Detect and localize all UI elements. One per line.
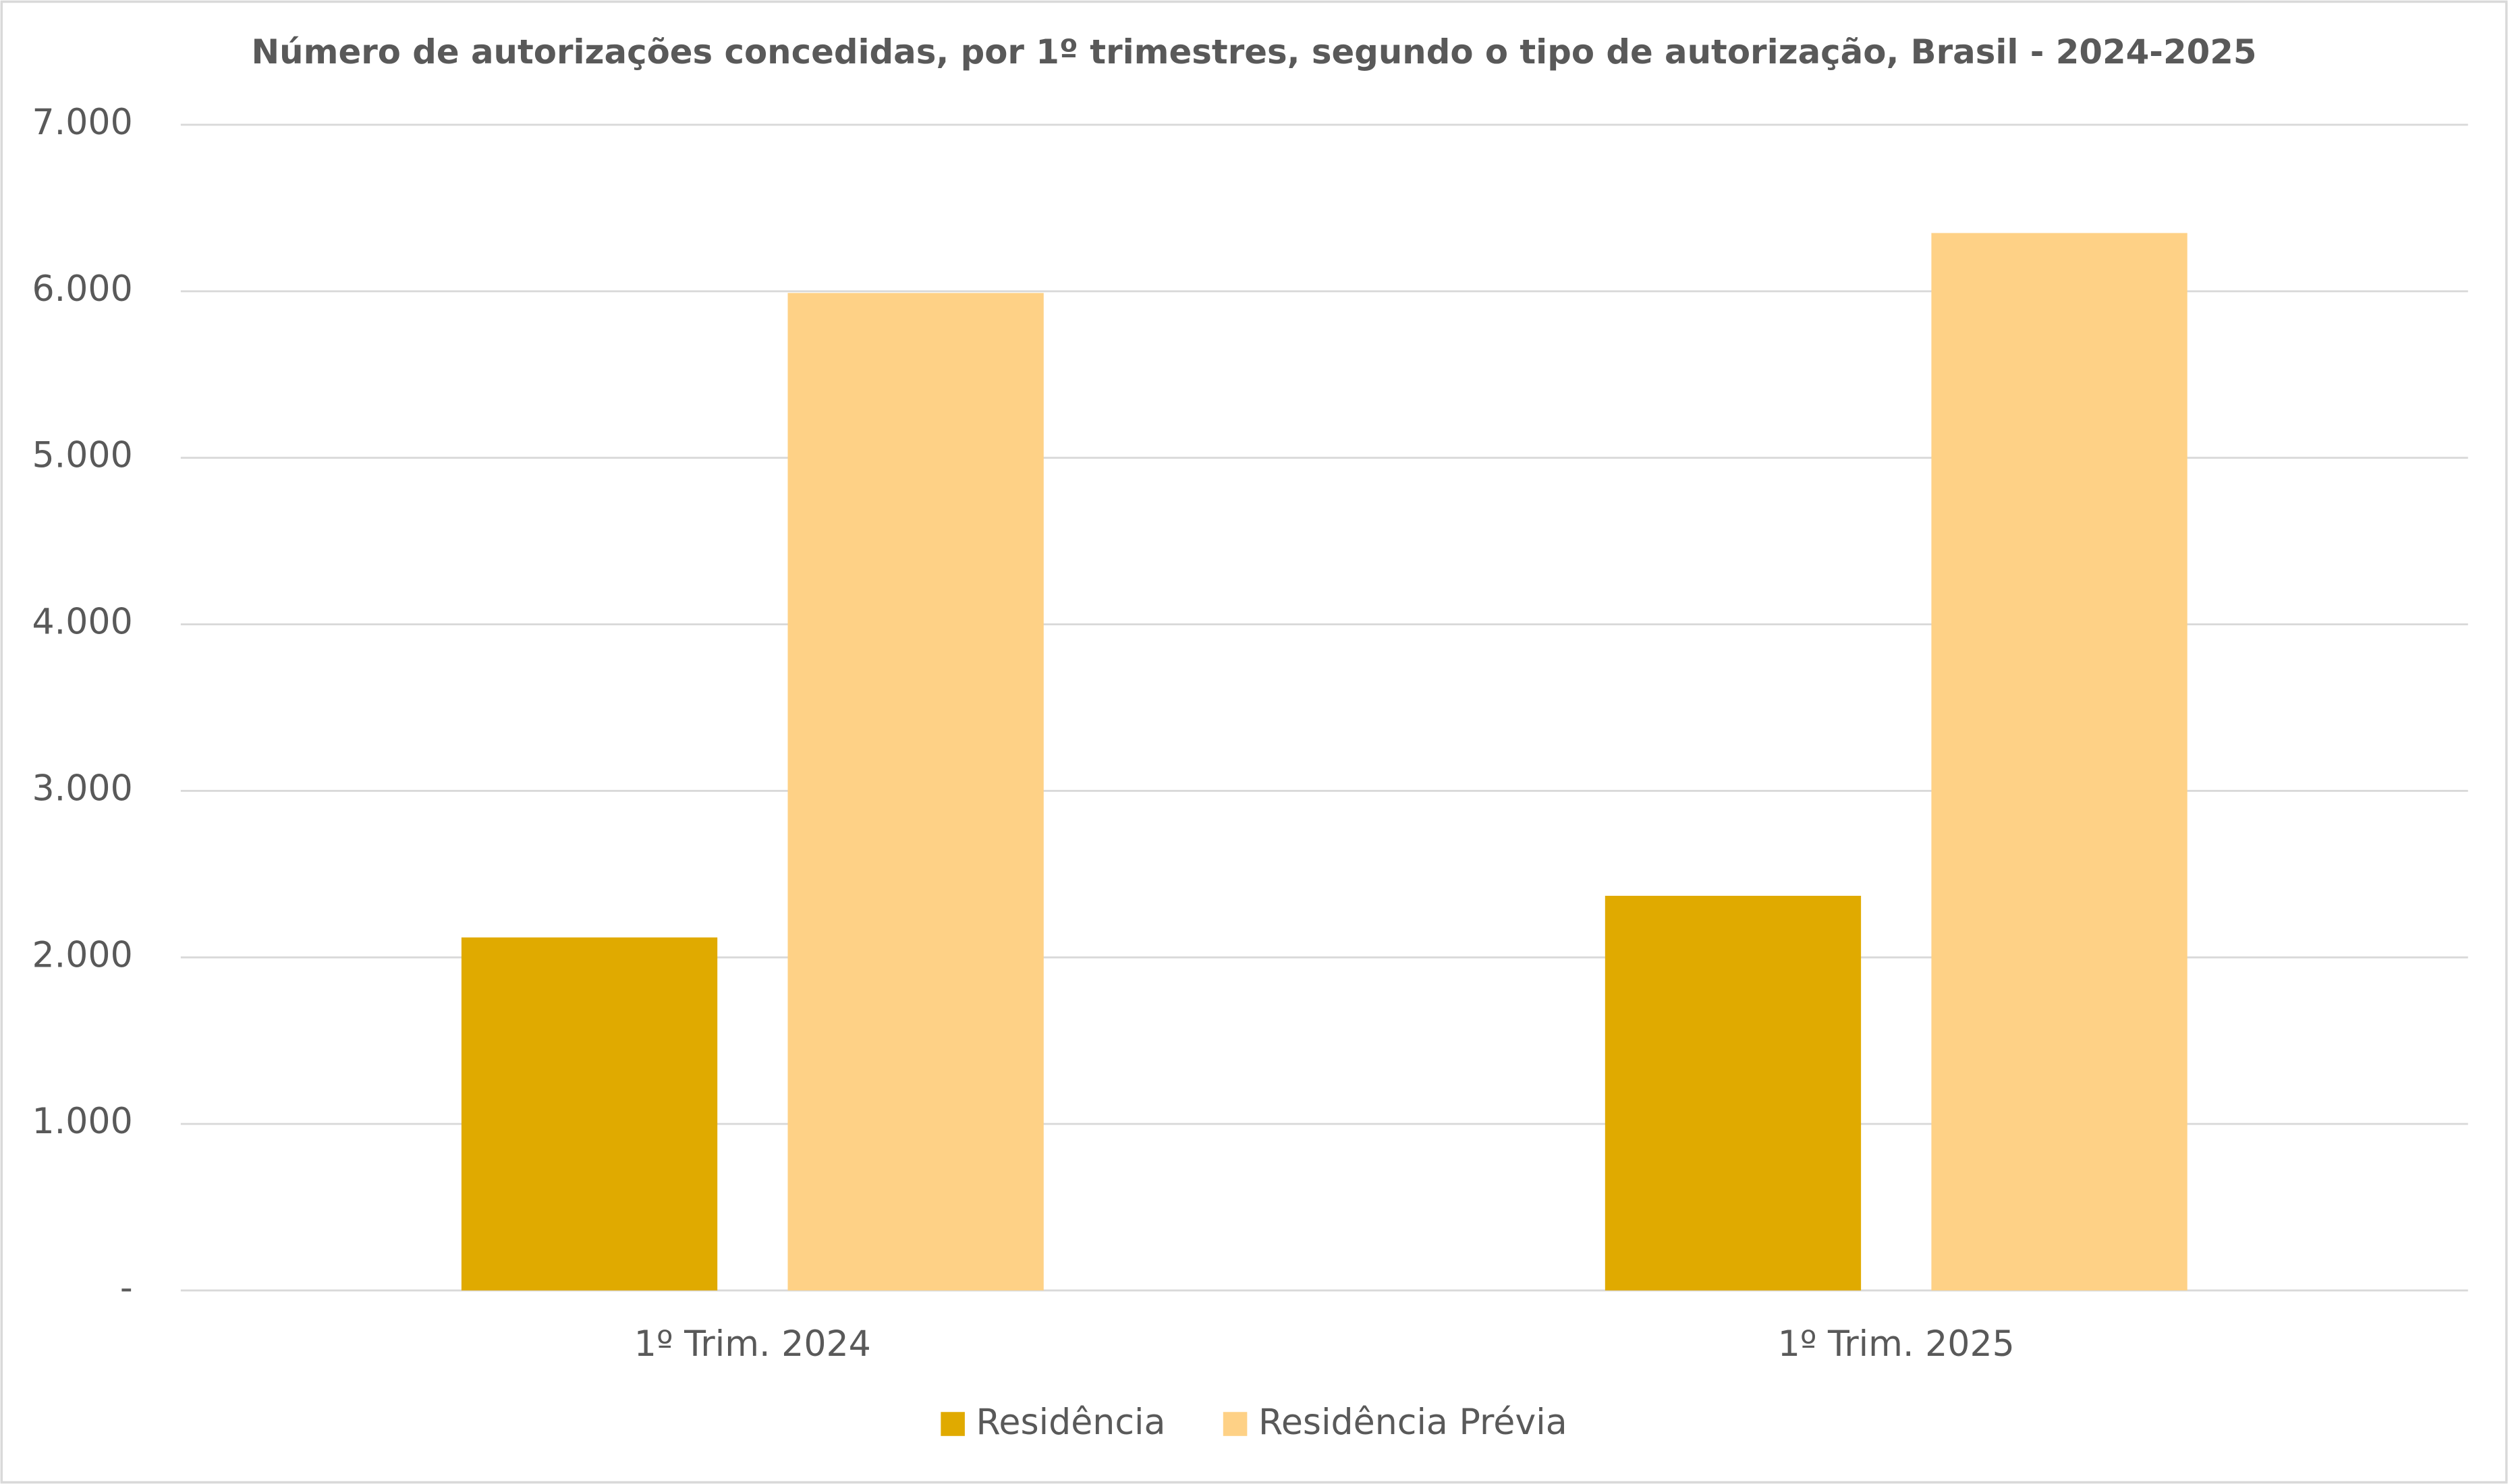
legend-label: Residência Prévia: [1258, 1402, 1567, 1443]
x-tick-label: 1º Trim. 2025: [1778, 1324, 2015, 1365]
y-tick-label: -: [120, 1268, 133, 1309]
bar: [787, 293, 1044, 1291]
legend-label: Residência: [976, 1402, 1165, 1443]
y-tick-label: 2.000: [32, 935, 132, 975]
y-tick-label: 3.000: [32, 768, 132, 809]
y-tick-label: 5.000: [32, 436, 132, 476]
x-tick-label: 1º Trim. 2024: [634, 1324, 871, 1365]
legend-swatch: [941, 1412, 965, 1436]
legend-swatch: [1223, 1412, 1248, 1436]
y-tick-label: 1.000: [32, 1102, 132, 1142]
bar: [461, 937, 718, 1291]
bar: [1931, 233, 2187, 1291]
chart-title: Número de autorizações concedidas, por 1…: [252, 32, 2257, 72]
y-tick-label: 6.000: [32, 269, 132, 310]
y-tick-label: 4.000: [32, 602, 132, 643]
y-tick-label: 7.000: [32, 103, 132, 143]
bar: [1605, 896, 1862, 1291]
